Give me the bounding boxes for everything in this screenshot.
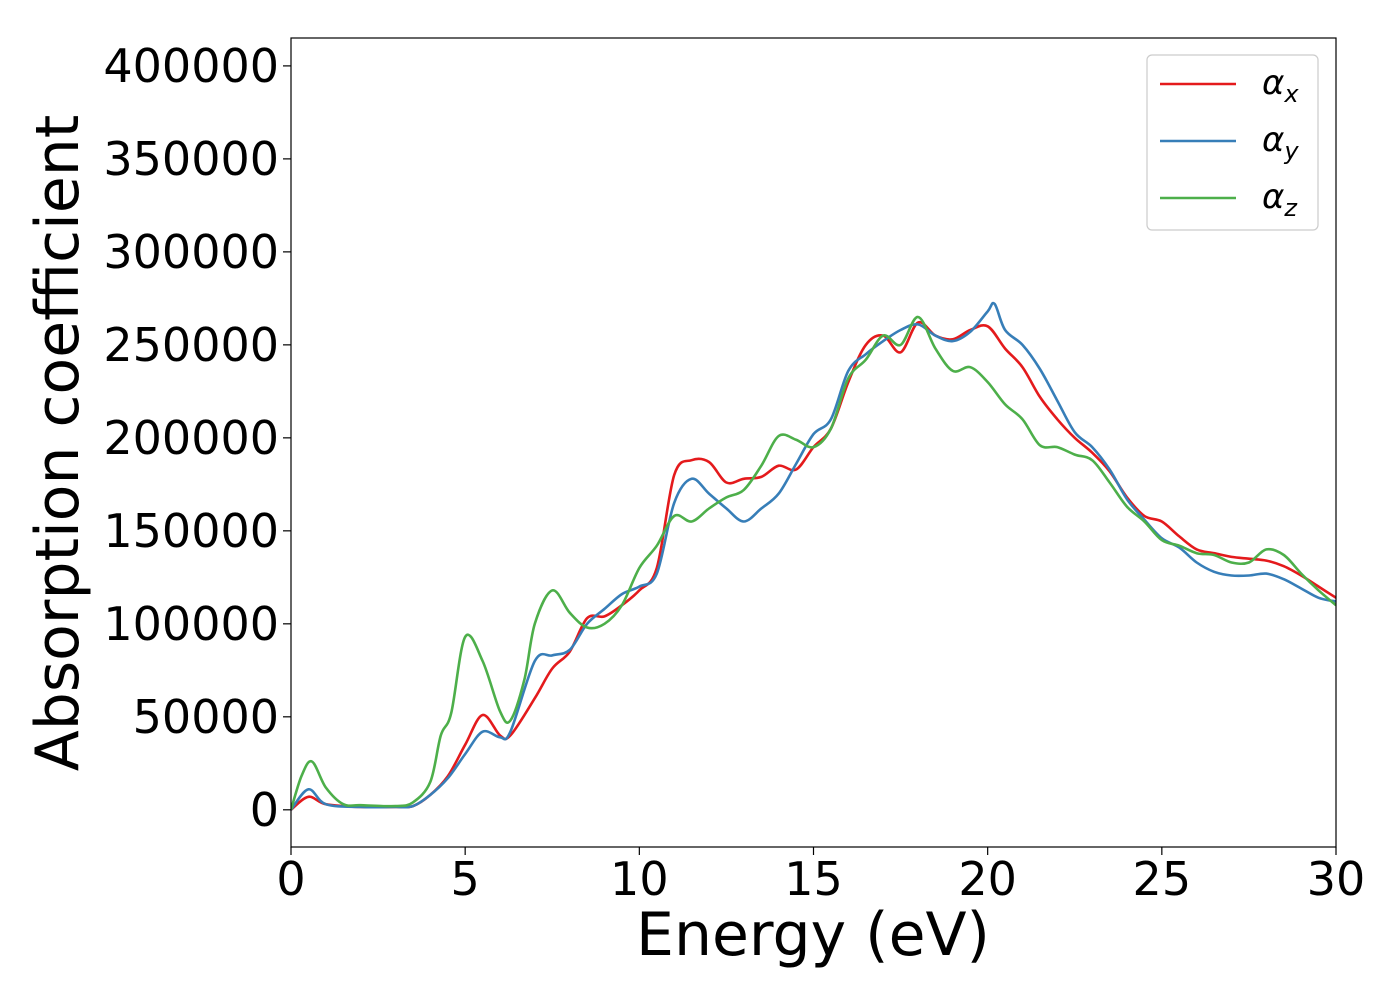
- y-tick-label: 200000: [103, 411, 279, 465]
- y-tick-label: 350000: [103, 132, 279, 186]
- y-tick-label: 100000: [103, 597, 279, 651]
- y-tick-label: 400000: [103, 39, 279, 93]
- y-tick-label: 50000: [133, 690, 279, 744]
- legend: αx αy αz: [1146, 54, 1319, 231]
- series-line-z: [291, 315, 1336, 811]
- legend-label-y: αy: [1262, 120, 1299, 165]
- y-axis-ticks: 0 50000 100000 150000 200000 250000 300000 3500…: [103, 39, 291, 837]
- y-tick-label: 250000: [103, 318, 279, 372]
- legend-label-z: αz: [1262, 177, 1298, 222]
- x-tick-label: 25: [1133, 852, 1192, 906]
- legend-label-x: αx: [1262, 63, 1299, 108]
- y-tick-label: 0: [250, 783, 279, 837]
- x-tick-label: 10: [610, 852, 669, 906]
- x-tick-label: 0: [276, 852, 305, 906]
- x-tick-label: 20: [958, 852, 1017, 906]
- x-tick-label: 15: [784, 852, 843, 906]
- x-axis-ticks: 0 5 10 15 20 25 30: [276, 847, 1365, 906]
- series-line-x: [291, 320, 1336, 811]
- y-tick-label: 300000: [103, 225, 279, 279]
- legend-box: [1146, 54, 1319, 231]
- x-tick-label: 30: [1307, 852, 1366, 906]
- series-line-y: [291, 301, 1336, 811]
- x-tick-label: 5: [451, 852, 480, 906]
- y-tick-label: 150000: [103, 504, 279, 558]
- plot-lines: [291, 301, 1336, 811]
- y-axis-label: Absorption coefficient: [23, 115, 93, 772]
- x-axis-label: Energy (eV): [636, 900, 990, 970]
